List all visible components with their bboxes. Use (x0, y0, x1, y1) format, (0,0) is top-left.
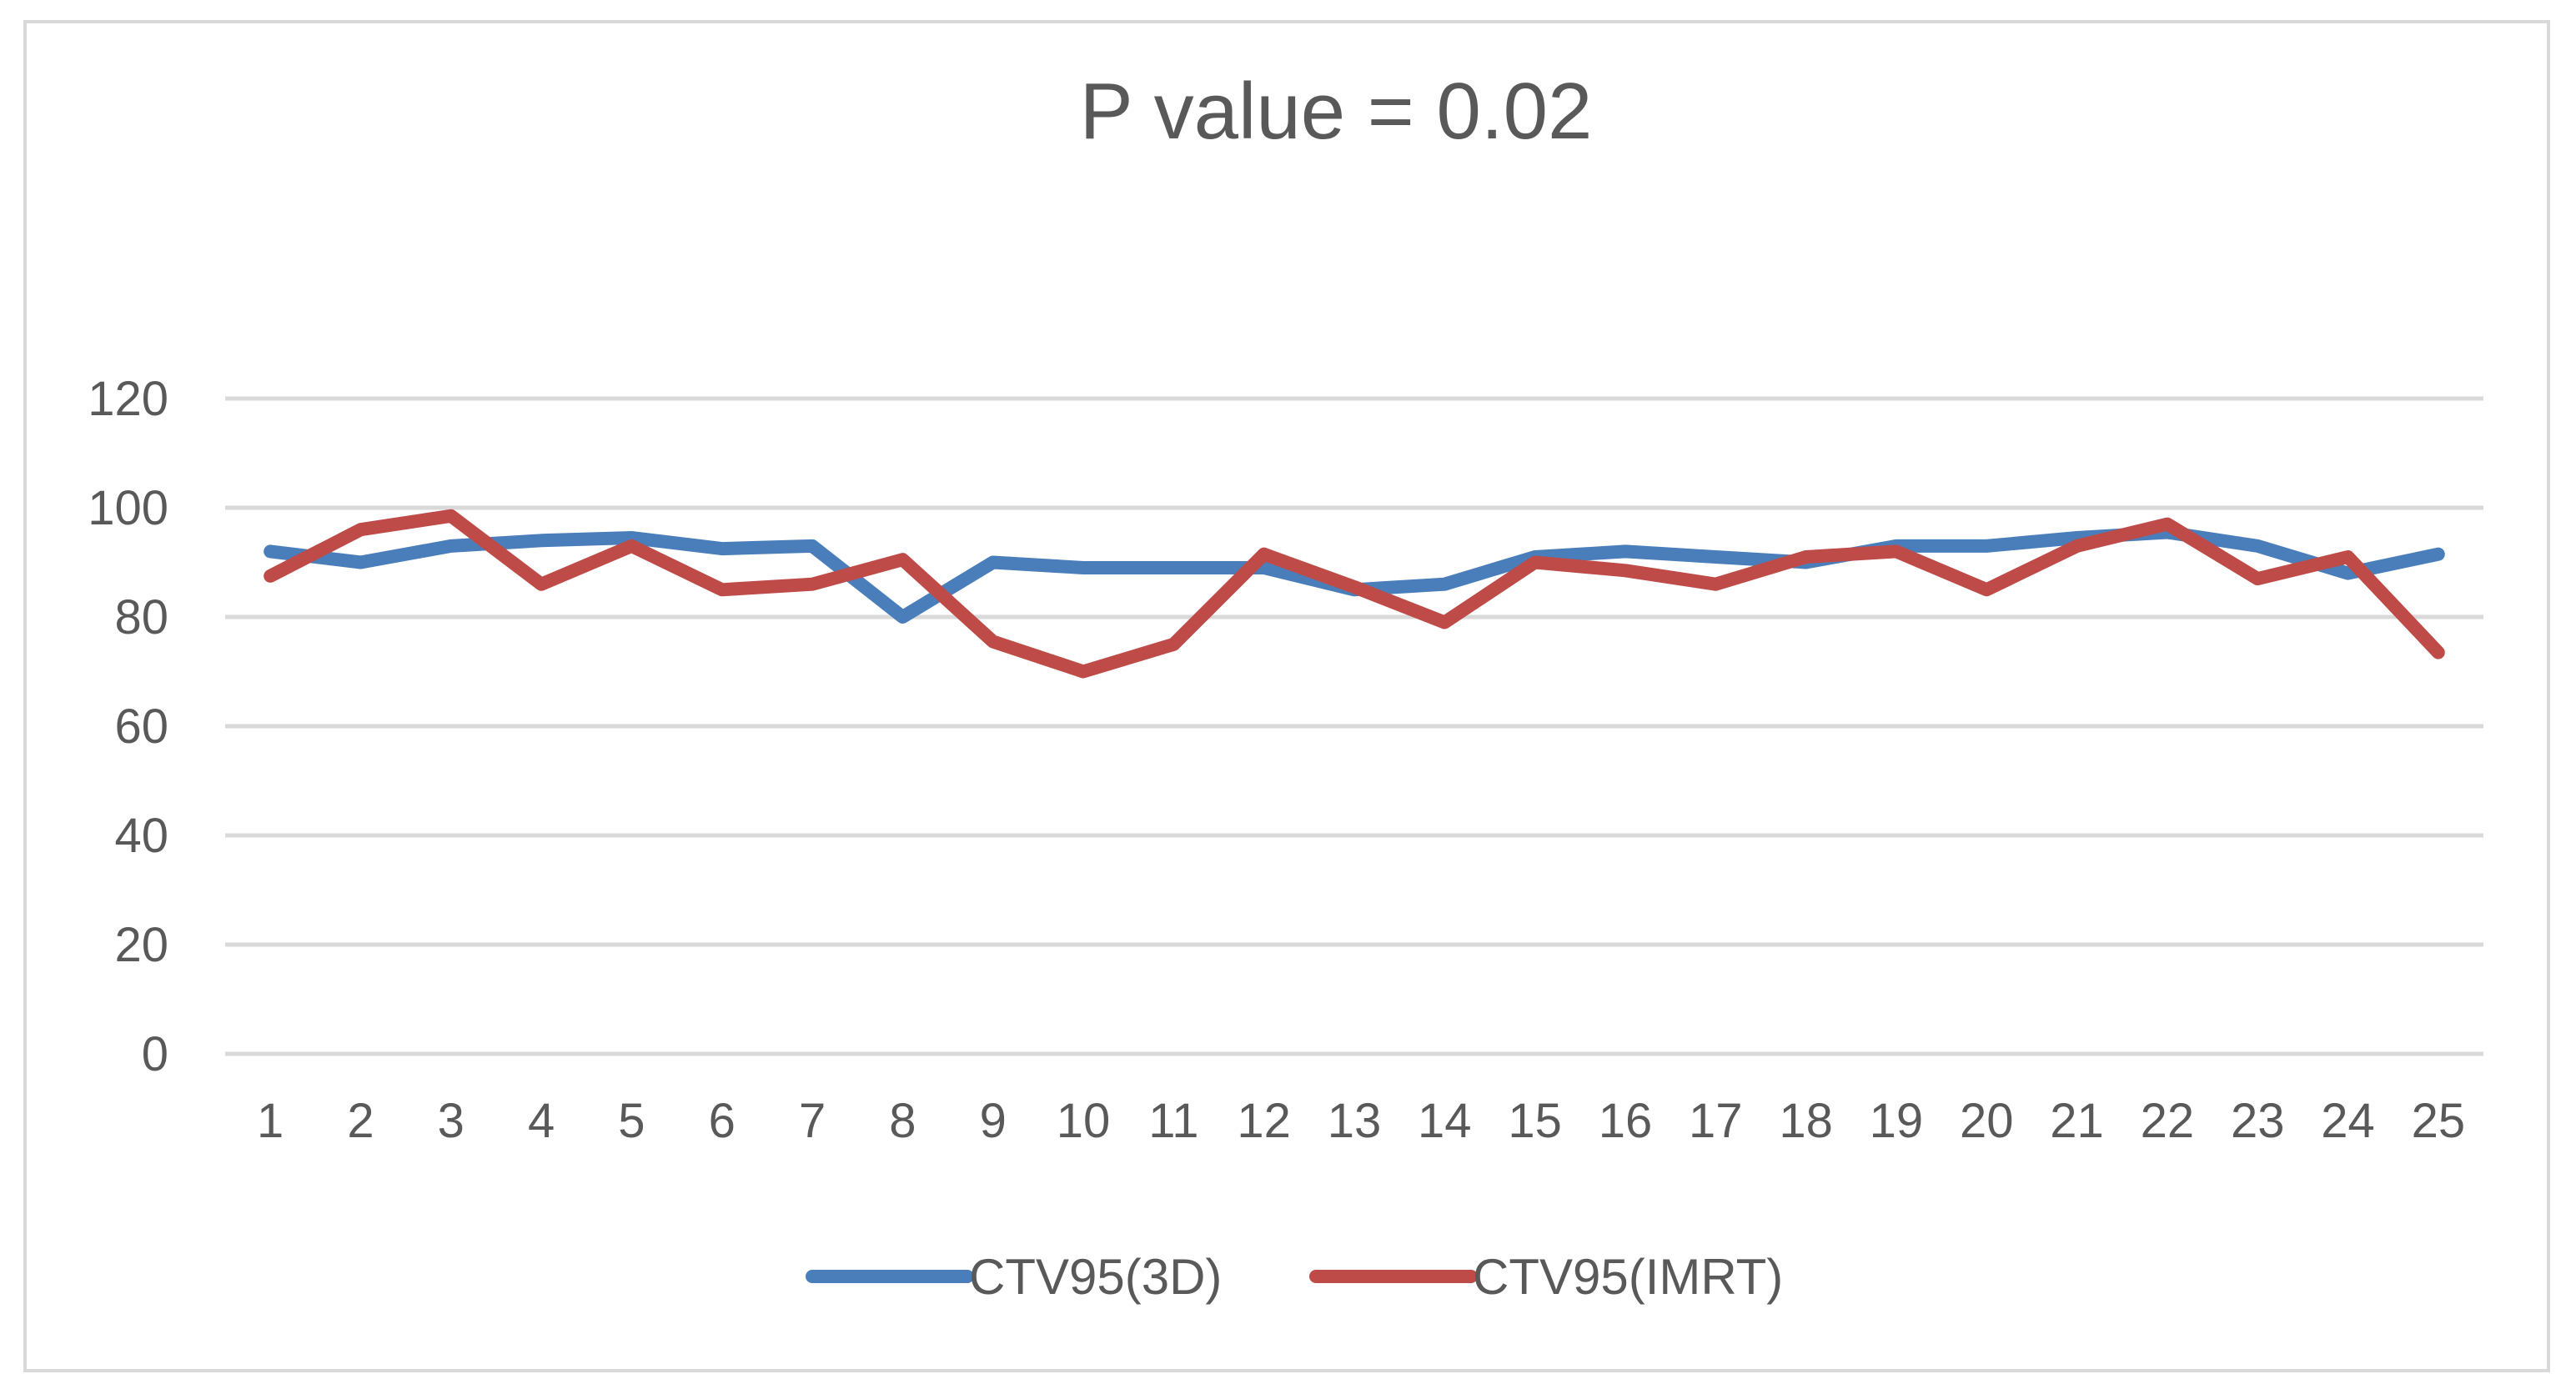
x-tick-label: 5 (618, 1094, 645, 1148)
legend-label-ctv95-3d: CTV95(3D) (969, 1249, 1222, 1305)
y-tick-label: 20 (114, 918, 168, 972)
y-tick-label: 120 (88, 372, 168, 426)
x-tick-label: 4 (528, 1094, 555, 1148)
x-tick-label: 25 (2412, 1094, 2466, 1148)
x-tick-label: 22 (2141, 1094, 2195, 1148)
legend: CTV95(3D) CTV95(IMRT) (806, 1249, 1783, 1305)
y-tick-label: 60 (114, 700, 168, 754)
x-tick-label: 15 (1508, 1094, 1562, 1148)
series-line-ctv95-3d (264, 525, 2445, 624)
x-tick-label: 1 (257, 1094, 284, 1148)
chart-title: P value = 0.02 (1080, 67, 1593, 156)
x-tick-label: 18 (1779, 1094, 1833, 1148)
gridlines (225, 396, 2483, 1056)
x-tick-label: 16 (1599, 1094, 1653, 1148)
series-lines (264, 509, 2445, 679)
series-line-ctv95-imrt (264, 509, 2445, 679)
x-tick-label: 23 (2231, 1094, 2285, 1148)
x-tick-label: 24 (2321, 1094, 2375, 1148)
x-tick-label: 10 (1057, 1094, 1111, 1148)
x-tick-label: 3 (438, 1094, 464, 1148)
x-axis-tick-labels: 1 2 3 4 5 6 7 8 9 10 11 12 13 14 15 16 17 18 19 20 21 22 23 24 2… (257, 1094, 2465, 1148)
legend-label-ctv95-imrt: CTV95(IMRT) (1473, 1249, 1783, 1305)
y-tick-label: 0 (142, 1027, 168, 1081)
x-tick-label: 6 (709, 1094, 736, 1148)
x-tick-label: 21 (2050, 1094, 2104, 1148)
x-tick-label: 8 (889, 1094, 916, 1148)
x-tick-label: 14 (1418, 1094, 1472, 1148)
y-tick-label: 80 (114, 590, 168, 644)
x-tick-label: 13 (1328, 1094, 1382, 1148)
x-tick-label: 7 (799, 1094, 826, 1148)
x-tick-label: 12 (1237, 1094, 1291, 1148)
x-tick-label: 17 (1689, 1094, 1743, 1148)
x-tick-label: 20 (1960, 1094, 2014, 1148)
x-tick-label: 11 (1148, 1094, 1198, 1148)
x-tick-label: 2 (347, 1094, 374, 1148)
y-tick-label: 100 (88, 481, 168, 535)
x-tick-label: 9 (980, 1094, 1007, 1148)
y-axis-tick-labels: 0 20 40 60 80 100 120 (88, 372, 168, 1081)
y-tick-label: 40 (114, 809, 168, 863)
x-tick-label: 19 (1870, 1094, 1924, 1148)
